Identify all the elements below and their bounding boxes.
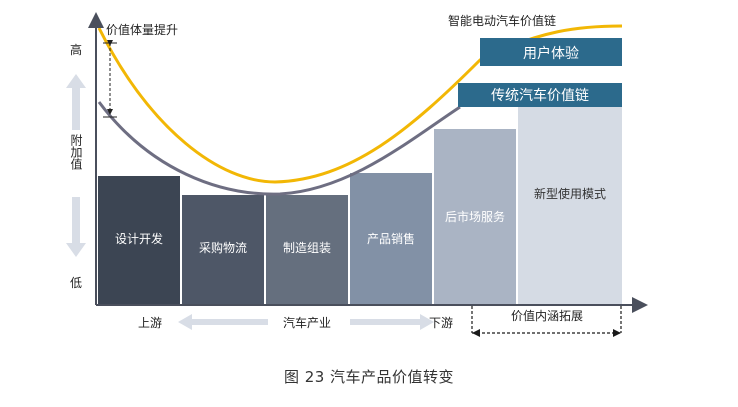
bar-procurement-label: 采购物流 — [199, 240, 247, 255]
bar-manufacturing: 制造组装 — [266, 195, 348, 304]
bar-new-usage-label: 新型使用模式 — [534, 186, 606, 201]
y-axis-low-label: 低 — [70, 276, 82, 290]
bar-new-usage: 新型使用模式 — [518, 107, 622, 304]
x-axis-downstream-label: 下游 — [429, 316, 453, 330]
value-chain-diagram: 设计开发 采购物流 制造组装 产品销售 后市场服务 新型使用模式 用户体验 传统… — [66, 12, 648, 337]
value-extension-bracket: 价值内涵拓展 — [471, 306, 622, 337]
traditional-value-curve — [97, 101, 461, 196]
bar-new-usage-rect — [518, 107, 622, 304]
bar-manufacturing-rect — [266, 195, 348, 304]
bar-aftermarket-rect — [434, 129, 516, 304]
bracket-arrow-right — [613, 329, 621, 337]
y-axis-high-label: 高 — [70, 42, 82, 57]
traditional-chain-box: 传统汽车价值链 — [458, 83, 622, 107]
bar-design-dev-label: 设计开发 — [115, 231, 163, 246]
y-axis-down-arrow — [66, 197, 86, 257]
bar-sales-rect — [350, 173, 432, 304]
traditional-chain-label: 传统汽车价值链 — [491, 87, 589, 104]
y-axis-up-arrow — [66, 74, 86, 130]
user-experience-box: 用户体验 — [480, 38, 622, 66]
x-axis-left-arrow — [178, 314, 268, 330]
bar-procurement-rect — [182, 195, 264, 304]
x-axis-right-arrow — [350, 314, 434, 330]
bar-aftermarket: 后市场服务 — [434, 129, 516, 304]
bar-sales: 产品销售 — [350, 173, 432, 304]
value-extension-label: 价值内涵拓展 — [511, 308, 583, 323]
y-axis-value-label: 附加值 — [69, 134, 83, 171]
traditional-chain-rect — [458, 83, 622, 107]
user-experience-rect — [480, 38, 622, 66]
figure-caption: 图 23 汽车产品价值转变 — [283, 368, 455, 386]
smart-ev-chain-label: 智能电动汽车价值链 — [448, 13, 556, 28]
bar-design-dev-rect — [98, 176, 180, 304]
x-axis-upstream-label: 上游 — [138, 316, 162, 330]
bar-design-dev: 设计开发 — [98, 176, 180, 304]
value-increase-label: 价值体量提升 — [106, 22, 178, 37]
smart-ev-value-curve — [97, 24, 623, 184]
user-experience-label: 用户体验 — [523, 45, 579, 62]
bar-procurement: 采购物流 — [182, 195, 264, 304]
bracket-arrow-left — [472, 329, 480, 337]
bar-sales-label: 产品销售 — [367, 231, 415, 246]
bar-manufacturing-label: 制造组装 — [283, 241, 331, 255]
x-axis-industry-label: 汽车产业 — [283, 315, 331, 330]
bar-aftermarket-label: 后市场服务 — [445, 209, 505, 224]
